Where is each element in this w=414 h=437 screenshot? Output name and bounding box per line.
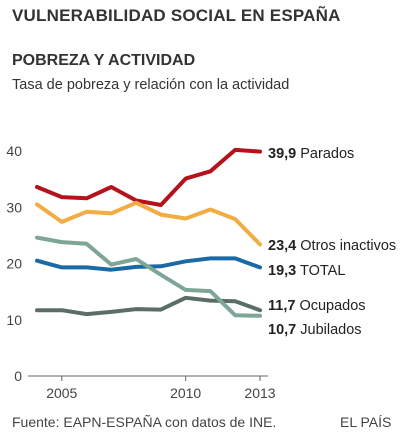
y-tick-label: 30: [6, 199, 22, 215]
y-tick-label: 20: [6, 256, 22, 272]
series-name: TOTAL: [296, 263, 345, 279]
y-tick-label: 40: [6, 143, 22, 159]
series-label: 10,7 Jubilados: [268, 322, 362, 338]
chart-axes: 0 10 20 30 40 2005 2010 2013: [6, 143, 275, 401]
y-tick-label: 10: [6, 312, 22, 328]
series-name: Ocupados: [295, 298, 365, 314]
chart-description: Tasa de pobreza y relación con la activi…: [12, 77, 290, 93]
series-line-jubilados: [35, 235, 262, 318]
series-label: 23,4 Otros inactivos: [268, 238, 396, 254]
series-end-value: 39,9: [268, 146, 296, 162]
chart-series: [35, 147, 262, 318]
x-tick-label: 2005: [46, 385, 77, 401]
series-end-value: 10,7: [268, 322, 296, 338]
series-name: Parados: [296, 146, 354, 162]
publisher-name: EL PAÍS: [340, 414, 392, 430]
y-tick-label: 0: [14, 368, 22, 384]
x-tick-label: 2010: [170, 385, 201, 401]
series-name: Jubilados: [296, 322, 361, 338]
x-tick-label: 2013: [244, 385, 275, 401]
series-line-parados: [35, 147, 262, 207]
chart-subtitle: POBREZA Y ACTIVIDAD: [12, 52, 196, 69]
series-end-value: 23,4: [268, 238, 296, 254]
source-note: Fuente: EAPN-ESPAÑA con datos de INE.: [12, 414, 277, 430]
series-end-value: 11,7: [268, 298, 295, 314]
series-name: Otros inactivos: [296, 238, 396, 254]
series-label: 19,3 TOTAL: [268, 263, 345, 279]
series-end-value: 19,3: [268, 263, 296, 279]
series-line-otros-inactivos: [35, 200, 262, 247]
series-label: 39,9 Parados: [268, 146, 354, 162]
chart-title: VULNERABILIDAD SOCIAL EN ESPAÑA: [12, 6, 341, 25]
series-label: 11,7 Ocupados: [268, 298, 366, 314]
